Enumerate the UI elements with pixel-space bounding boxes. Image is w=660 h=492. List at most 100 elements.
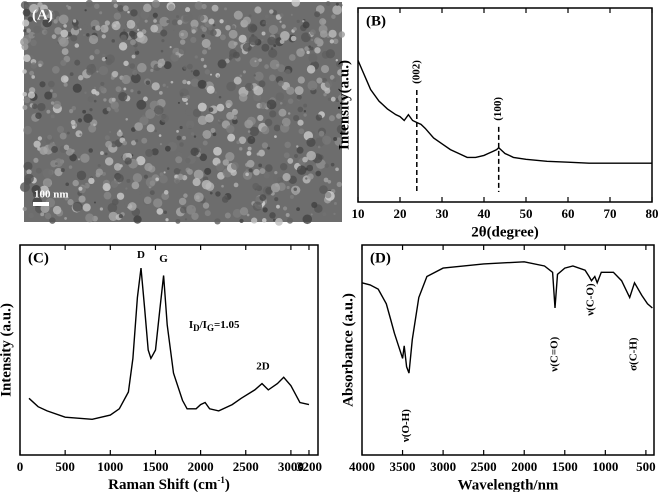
grain	[322, 212, 327, 217]
grain	[328, 29, 337, 38]
grain	[102, 183, 111, 192]
grain	[29, 3, 39, 14]
scale-bar-label: 100 nm	[34, 189, 69, 201]
grain	[65, 148, 74, 156]
grain	[163, 190, 169, 195]
grain	[136, 156, 146, 166]
plot-frame	[361, 244, 655, 456]
grain	[76, 170, 87, 181]
grain	[93, 123, 96, 127]
grain	[183, 193, 188, 198]
grain	[95, 172, 101, 178]
grain	[72, 179, 79, 187]
grain	[60, 59, 67, 67]
grain	[159, 142, 163, 146]
grain	[38, 63, 42, 68]
grain	[221, 184, 224, 188]
grain	[47, 134, 53, 140]
x-tick-label: 20	[394, 206, 407, 221]
grain	[91, 26, 97, 31]
grain	[203, 64, 207, 68]
grain	[201, 34, 205, 38]
grain	[37, 136, 43, 141]
grain	[258, 149, 265, 157]
grain	[151, 0, 160, 8]
grain	[192, 178, 201, 187]
grain	[26, 28, 31, 33]
data-line	[357, 60, 652, 164]
grain	[317, 145, 321, 149]
grain	[187, 63, 193, 70]
grain	[133, 215, 142, 224]
grain	[219, 19, 224, 24]
grain	[216, 75, 220, 78]
grain	[340, 4, 343, 7]
grain	[259, 194, 267, 202]
grain	[125, 187, 128, 190]
grain	[248, 168, 253, 173]
grain	[126, 178, 131, 183]
y-axis-label: Intensity(a.u.)	[336, 60, 352, 150]
grain	[197, 102, 207, 112]
grain	[49, 217, 56, 224]
grain	[117, 5, 125, 12]
grain	[143, 196, 152, 205]
grain	[261, 43, 270, 52]
grain	[286, 185, 290, 190]
grain	[172, 28, 176, 32]
grain	[60, 29, 69, 38]
grain	[275, 218, 283, 226]
data-line	[28, 268, 310, 421]
grain	[303, 110, 307, 113]
grain	[177, 101, 180, 104]
grain	[163, 210, 168, 215]
grain	[64, 217, 67, 220]
grain	[65, 182, 69, 187]
annotation: (002)	[410, 60, 422, 84]
grain	[22, 105, 28, 110]
grain	[274, 171, 278, 175]
grain	[98, 65, 109, 76]
x-tick-label: 2000	[511, 459, 537, 474]
grain	[273, 174, 281, 183]
grain	[279, 163, 288, 171]
grain	[113, 163, 122, 171]
grain	[330, 96, 336, 102]
grain	[134, 50, 140, 55]
grain	[230, 162, 239, 170]
grain	[130, 89, 134, 93]
grain	[284, 68, 291, 75]
grain	[78, 195, 86, 203]
grain	[193, 169, 204, 180]
x-tick-label: 1000	[592, 459, 618, 474]
grain	[94, 3, 100, 9]
grain	[130, 73, 141, 84]
x-tick-label: 10	[352, 206, 365, 221]
grain	[202, 129, 212, 139]
grain	[190, 36, 197, 44]
grain	[31, 185, 41, 195]
grain	[333, 136, 338, 141]
grain	[135, 139, 139, 143]
grain	[278, 80, 284, 87]
grain	[170, 53, 180, 62]
grain	[78, 75, 84, 81]
grain	[22, 69, 27, 74]
grain	[173, 168, 181, 175]
grain	[153, 19, 157, 23]
grain	[22, 206, 27, 212]
text-part: -1	[217, 475, 225, 485]
grain	[69, 72, 74, 77]
grain	[23, 54, 31, 62]
grain	[214, 91, 217, 94]
grain	[264, 64, 269, 69]
grain	[71, 125, 76, 129]
grain	[166, 85, 169, 89]
grain	[226, 111, 235, 120]
grain	[190, 78, 200, 87]
grain	[296, 165, 307, 175]
grain	[285, 213, 290, 218]
grain	[201, 179, 212, 190]
grain	[300, 48, 304, 52]
grain	[44, 212, 52, 220]
